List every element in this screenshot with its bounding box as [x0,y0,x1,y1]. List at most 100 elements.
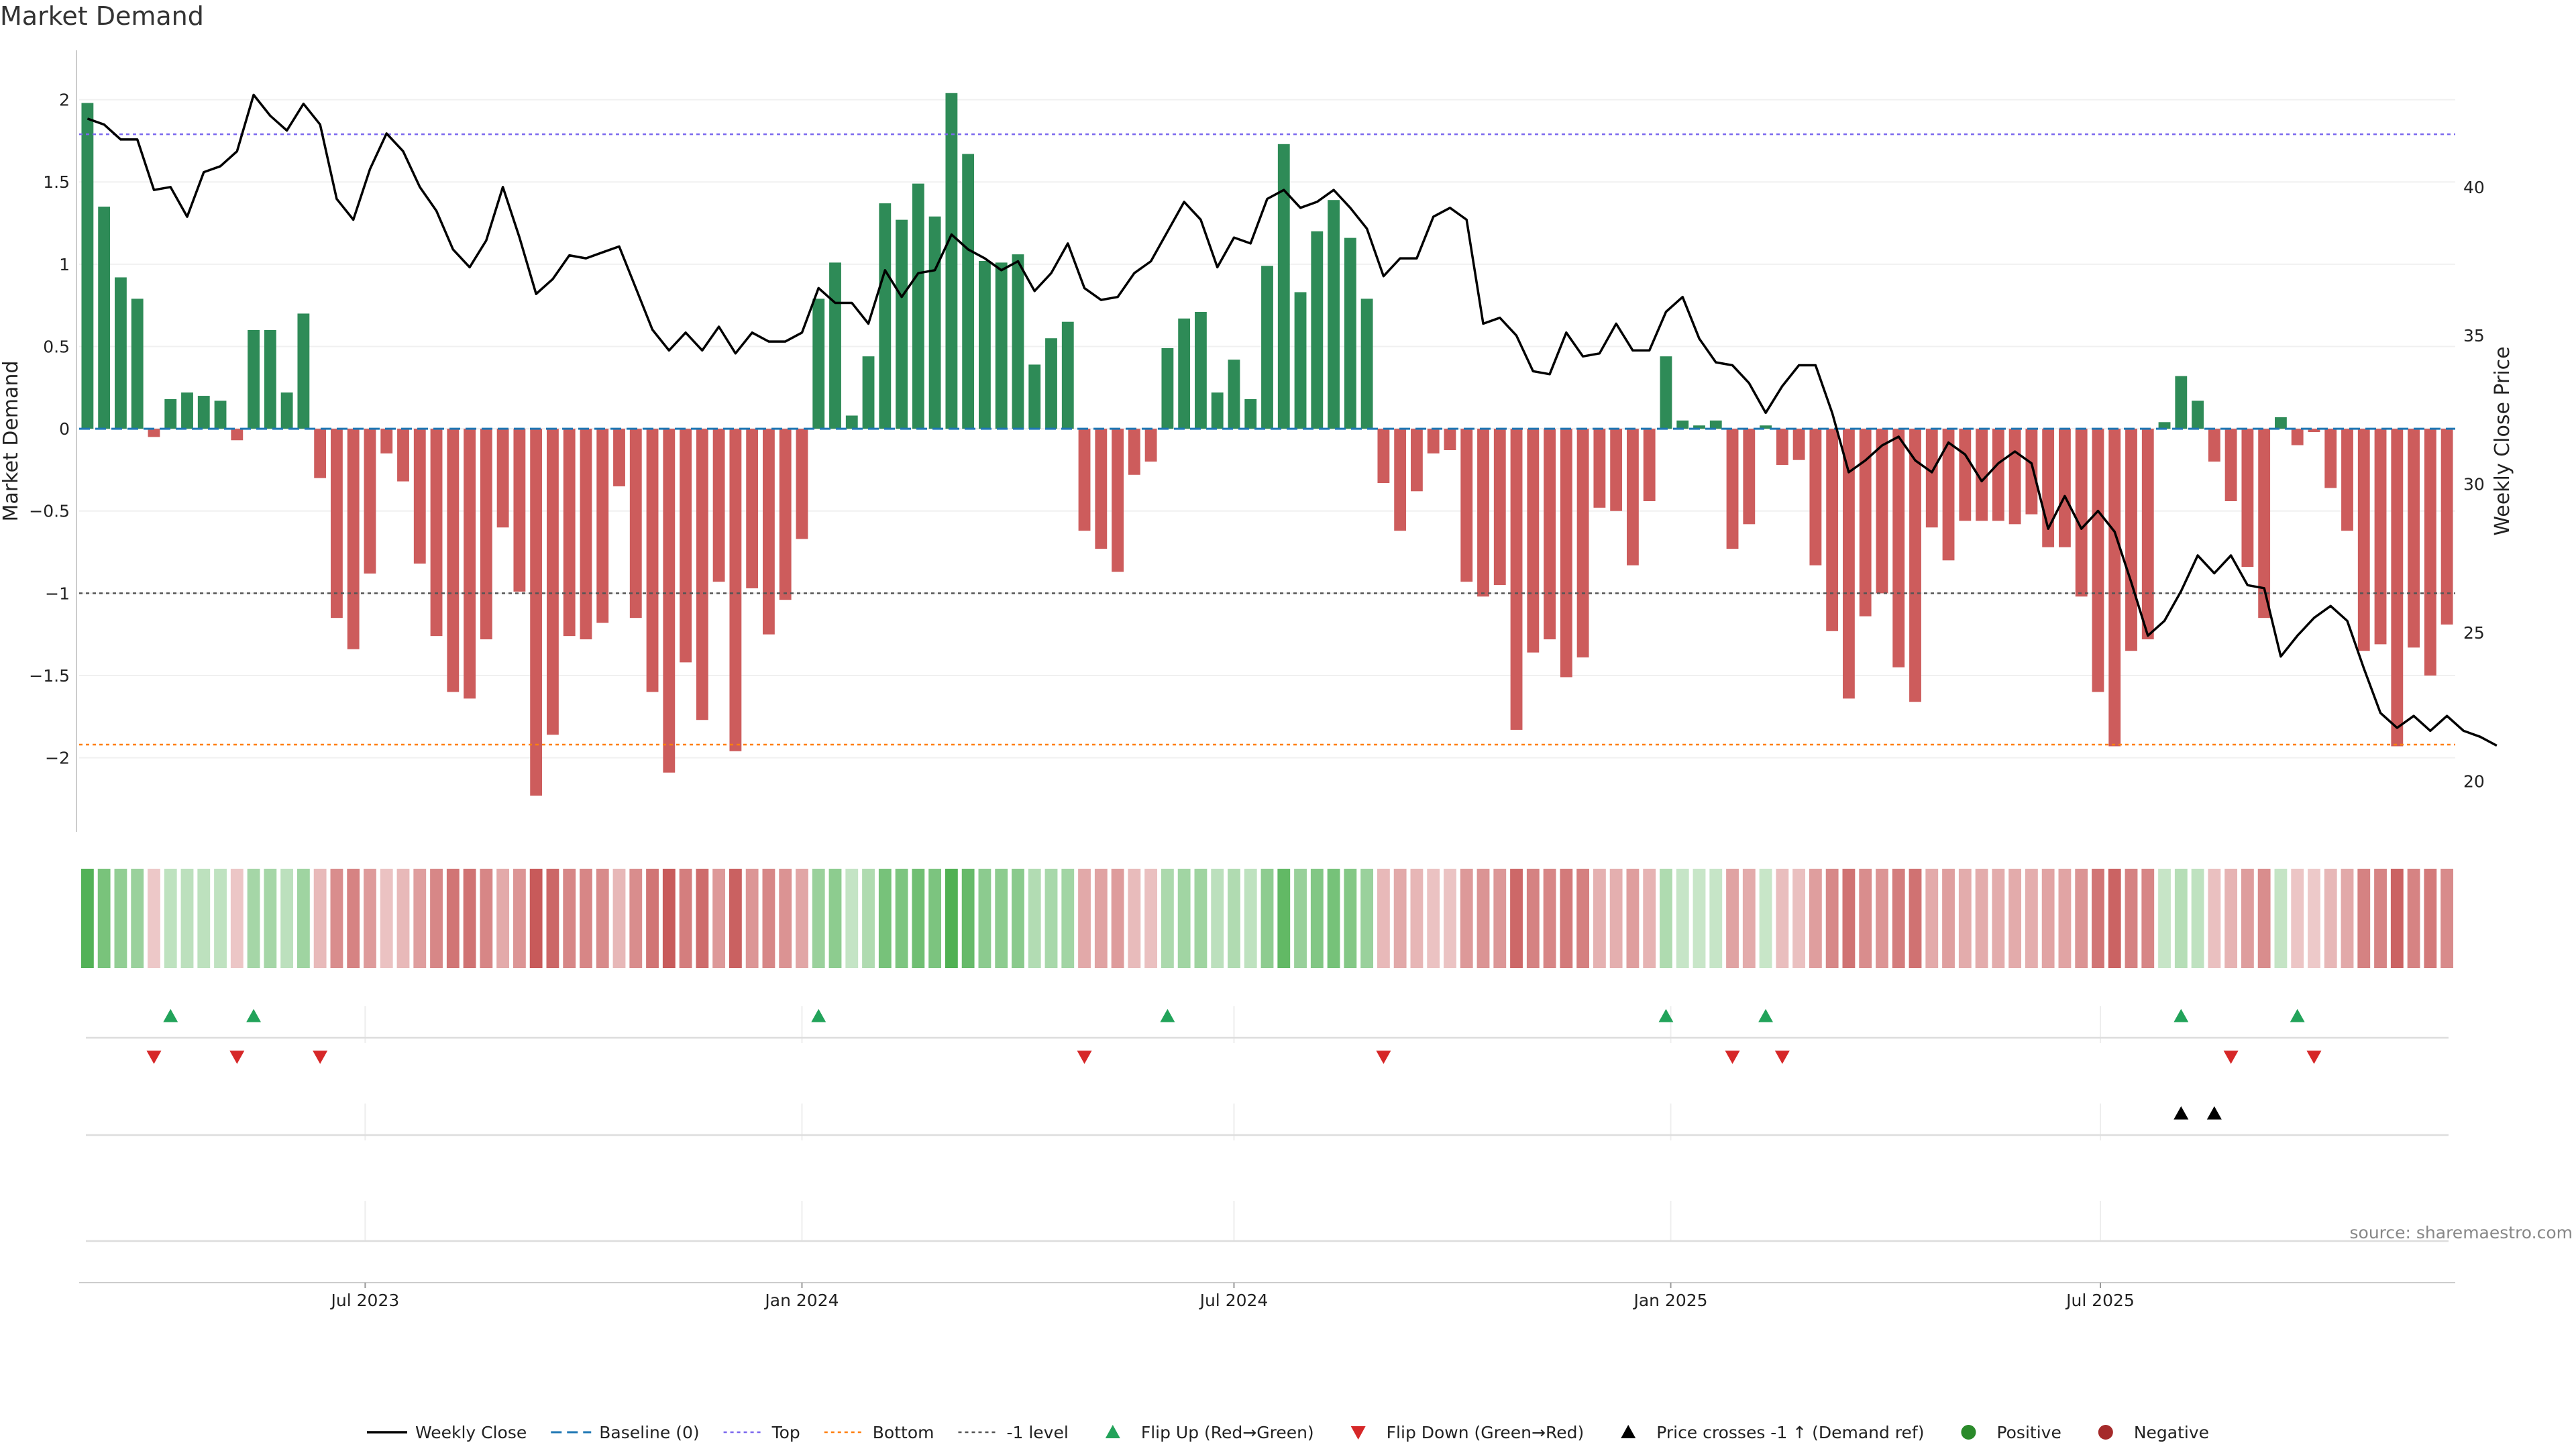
demand-bar [1976,429,1988,521]
heat-cell [1909,869,1922,968]
heat-strip [80,869,2454,968]
heat-cell [1128,869,1141,968]
heat-cell [1776,869,1789,968]
legend-label: Top [771,1423,800,1442]
demand-bar [1328,200,1340,429]
demand-bar [164,398,177,429]
legend-label: Weekly Close [415,1423,527,1442]
demand-bar [1061,321,1074,429]
demand-bar [1892,429,1905,667]
demand-bar [2059,429,2071,547]
demand-bar [2341,429,2353,531]
heat-cell [264,869,277,968]
demand-bar [1643,429,1656,502]
demand-bar [447,429,460,692]
heat-cell [1260,869,1274,968]
heat-cell [1211,869,1224,968]
heat-cell [114,869,127,968]
demand-bar [663,429,676,773]
heat-cell [712,869,726,968]
price-cross-marker [2206,1106,2222,1120]
flip-down-marker [146,1051,162,1064]
left-tick-label: −2 [45,749,70,768]
demand-bar [1244,398,1257,429]
demand-bar [2275,417,2287,429]
x-tick-label: Jul 2025 [2065,1291,2135,1310]
heat-cell [2041,869,2055,968]
demand-bar [1411,429,1423,492]
demand-bar [862,356,875,429]
heat-cell [1094,869,1108,968]
heat-cell [513,869,526,968]
demand-bar [1544,429,1556,640]
heat-cell [2125,869,2138,968]
demand-bar [2440,429,2453,625]
demand-bars [81,93,2453,796]
signal-panels [86,1006,2449,1242]
demand-bar [297,313,310,429]
heat-cell [380,869,393,968]
heat-cell [1194,869,1208,968]
demand-bar [2374,429,2387,645]
demand-bar [480,429,492,640]
heat-cell [1477,869,1490,968]
heat-cell [1510,869,1523,968]
heat-cell [2092,869,2104,968]
demand-bar [430,429,443,637]
heat-cell [1078,869,1091,968]
demand-bar [2141,429,2154,640]
demand-bar [513,429,526,592]
axes: 2 1.5 1 0.5 0 −0.5 −1 −1.5 −2 40 35 30 25 20 Market De… [0,50,2514,832]
heat-cell [480,869,493,968]
heat-cell [2374,869,2387,968]
heat-cell [1012,869,1024,968]
heat-cell [1277,869,1291,968]
demand-bar [2125,429,2137,651]
x-tick-label: Jan 2025 [1632,1291,1707,1310]
heat-cell [1726,869,1739,968]
heat-cell [1593,869,1606,968]
left-tick-label: 1.5 [43,172,70,192]
demand-bar [1693,425,1705,429]
heat-cell [1925,869,1939,968]
demand-bar [464,429,476,699]
heat-cell [1859,869,1872,968]
demand-bar [1560,429,1572,678]
demand-bar [2208,429,2220,462]
heat-cell [148,869,160,968]
heat-cell [430,869,443,968]
demand-bar [779,429,792,600]
heat-cell [2324,869,2337,968]
demand-bar [912,183,924,429]
demand-bar [845,415,858,429]
demand-bar [763,429,775,635]
demand-bar [2291,429,2304,445]
heat-cell [1792,869,1806,968]
demand-bar [331,429,343,619]
heat-cell [1709,869,1723,968]
demand-bar [1876,429,1888,594]
heat-cell [2174,869,2188,968]
heat-cell [1393,869,1407,968]
heat-cell [1892,869,1905,968]
heat-cell [2274,869,2288,968]
heat-cell [2058,869,2072,968]
demand-bar [1078,429,1091,531]
demand-bar [1743,429,1756,525]
heat-cell [662,869,676,968]
flip-up-marker [1160,1009,1175,1022]
demand-bar [995,262,1008,429]
heat-cell [1377,869,1390,968]
heat-cell [2308,869,2320,968]
demand-bar [1809,429,1822,566]
heat-cell [2008,869,2022,968]
demand-bar [1277,144,1290,429]
flip-down-marker [1077,1051,1092,1064]
demand-bar [547,429,559,735]
demand-bar [1294,292,1307,429]
heat-cell [779,869,792,968]
demand-bar [1045,338,1057,429]
heat-cell [1360,869,1374,968]
heat-cell [2191,869,2204,968]
flip-down-marker [313,1051,328,1064]
